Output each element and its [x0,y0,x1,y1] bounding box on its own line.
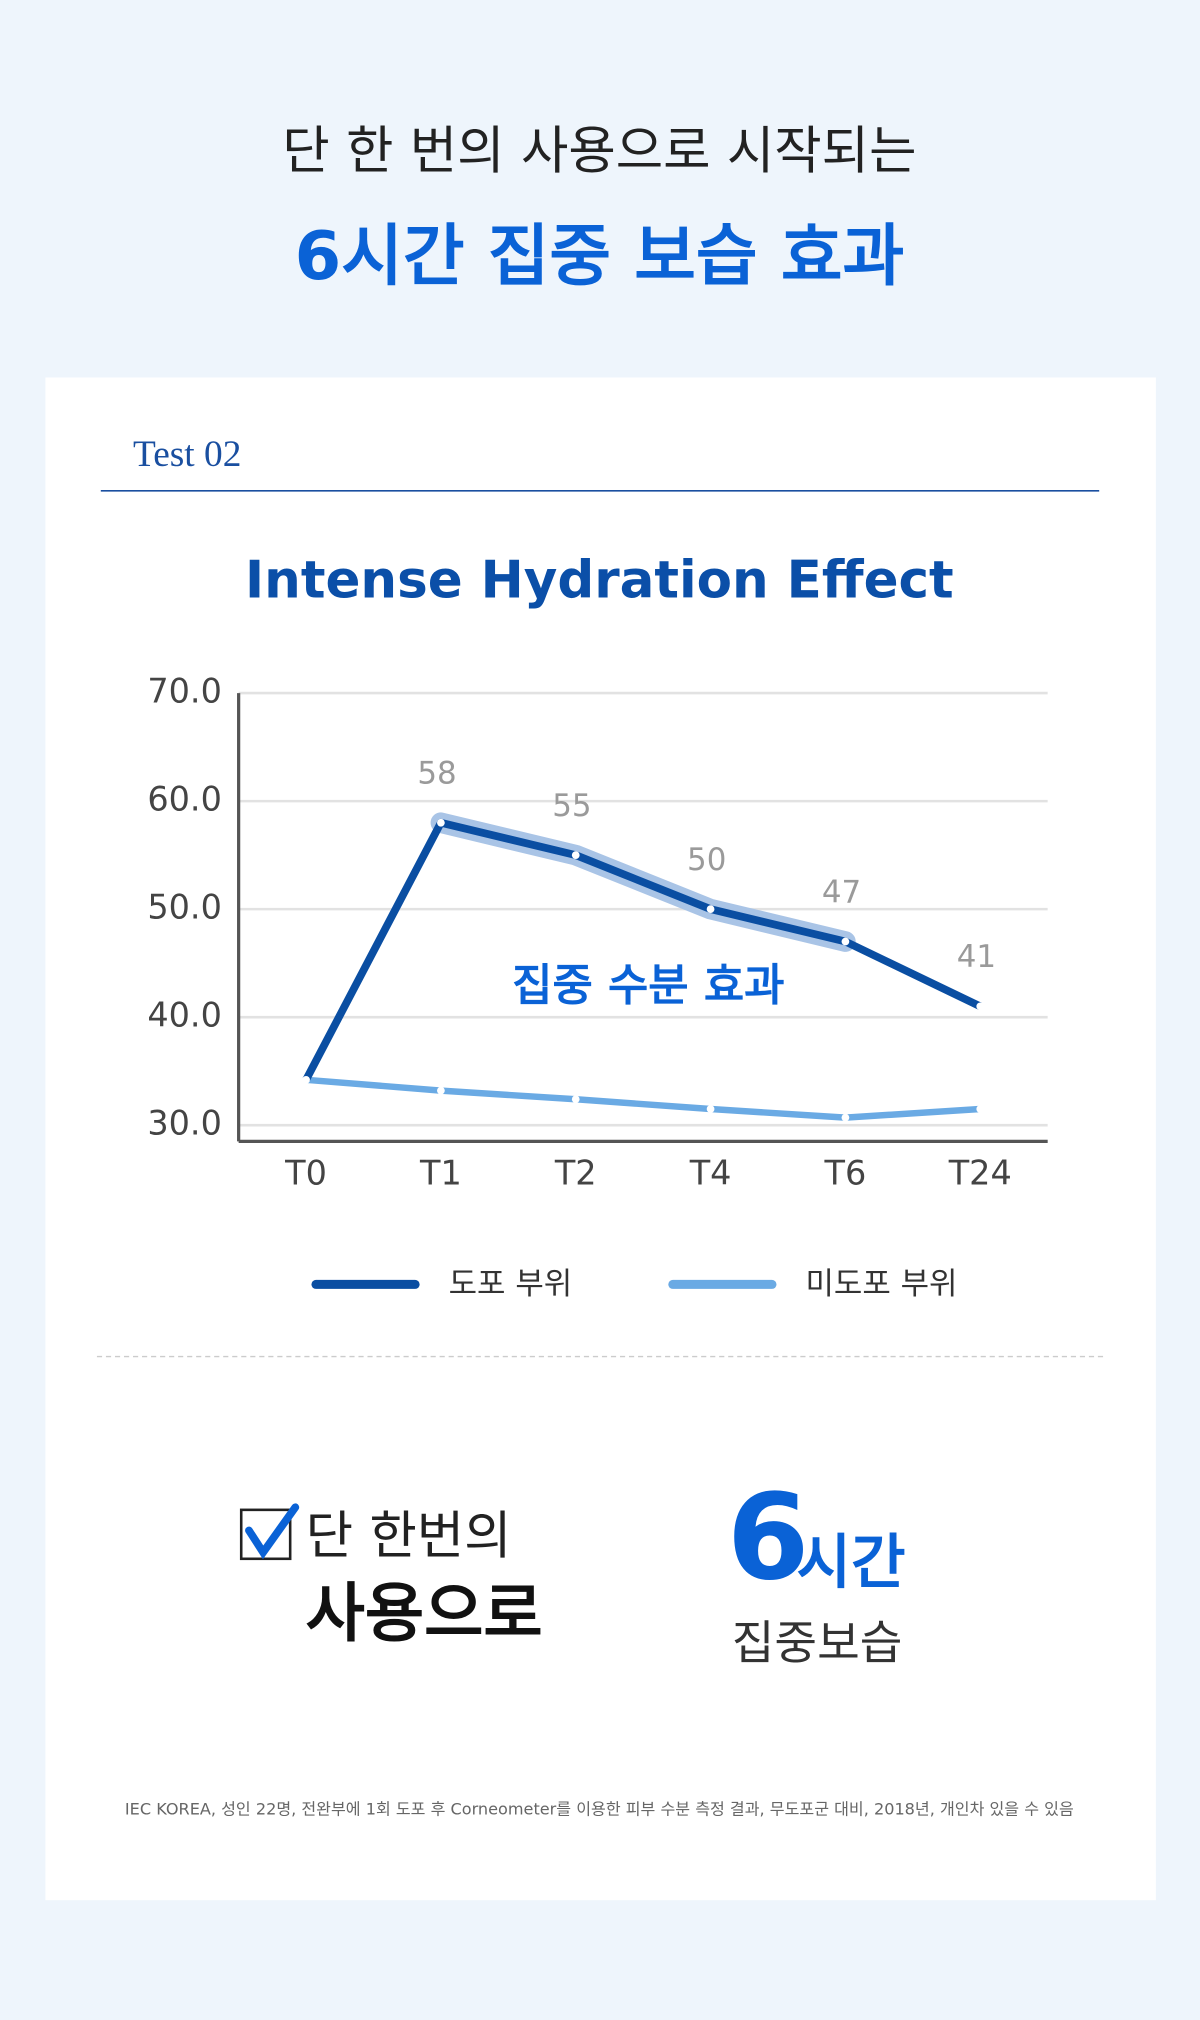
headline-strong: 6시간 집중 보습 효과 [295,217,904,295]
data-point [571,1095,580,1104]
data-point [706,905,715,914]
data-point [571,851,580,859]
headline: 단 한 번의 사용으로 시작되는 [282,122,916,182]
data-label: 55 [552,788,591,824]
x-tick-label: T24 [948,1153,1012,1192]
data-label: 47 [822,874,861,910]
data-point [437,1086,445,1095]
data-label: 41 [957,939,996,975]
data-label: 58 [417,756,456,792]
big-unit: 시간 [796,1528,905,1597]
series-line [305,1076,981,1121]
plot: 30.0 40.0 50.0 60.0 70.0 T0 T1 T2 T4 T6 T24 58 55 50 4… [147,672,1048,1302]
x-tick-label: T6 [824,1153,867,1192]
checkbox [239,1508,292,1561]
data-point [841,1113,850,1122]
data-point [302,1075,310,1084]
summary-text-strong: 사용으로 [306,1577,543,1652]
footnote: IEC KOREA, 성인 22명, 전완부에 1회 도포 후 Corneome… [125,1800,1074,1819]
data-point [706,1105,715,1113]
caption: 집중보습 [732,1616,903,1670]
data-point [437,818,445,827]
card [45,377,1156,1901]
legend-label: 미도포 부위 [805,1266,957,1302]
big-number: 6 [727,1469,809,1607]
x-tick-label: T4 [689,1153,732,1192]
test-label: Test 02 [133,434,241,475]
chart-title: Intense Hydration Effect [245,551,954,611]
series-line [302,818,982,1082]
y-tick-label: 70.0 [147,672,222,711]
data-point [976,1002,985,1011]
data-label: 50 [687,842,726,878]
y-tick-label: 60.0 [147,780,222,819]
x-tick-label: T2 [554,1153,597,1192]
y-tick-label: 40.0 [147,996,222,1035]
y-tick-label: 50.0 [147,888,222,927]
data-point [841,937,850,946]
y-tick-label: 30.0 [147,1104,222,1143]
x-tick-label: T1 [419,1153,462,1192]
annotation: 집중 수분 효과 [512,960,784,1011]
x-tick-label: T0 [284,1153,327,1192]
checkmark [245,1503,300,1560]
legend-label: 도포 부위 [449,1266,573,1302]
summary-text: 단 한번의 [306,1506,512,1566]
data-point [976,1105,985,1113]
